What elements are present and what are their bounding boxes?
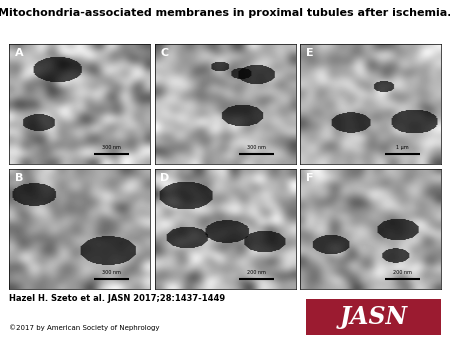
Text: C: C: [160, 48, 168, 57]
Text: JASN: JASN: [339, 305, 408, 329]
Text: F: F: [306, 173, 313, 183]
Text: E: E: [306, 48, 313, 57]
Text: 1 μm: 1 μm: [396, 145, 409, 149]
Text: A: A: [15, 48, 23, 57]
Text: Mitochondria-associated membranes in proximal tubules after ischemia.: Mitochondria-associated membranes in pro…: [0, 8, 450, 19]
Text: 300 nm: 300 nm: [102, 145, 121, 149]
Text: B: B: [15, 173, 23, 183]
Text: D: D: [160, 173, 169, 183]
Text: 200 nm: 200 nm: [393, 270, 412, 274]
Text: Hazel H. Szeto et al. JASN 2017;28:1437-1449: Hazel H. Szeto et al. JASN 2017;28:1437-…: [9, 294, 225, 303]
Text: 200 nm: 200 nm: [248, 270, 266, 274]
Text: 300 nm: 300 nm: [248, 145, 266, 149]
Text: 300 nm: 300 nm: [102, 270, 121, 274]
Text: ©2017 by American Society of Nephrology: ©2017 by American Society of Nephrology: [9, 324, 159, 331]
